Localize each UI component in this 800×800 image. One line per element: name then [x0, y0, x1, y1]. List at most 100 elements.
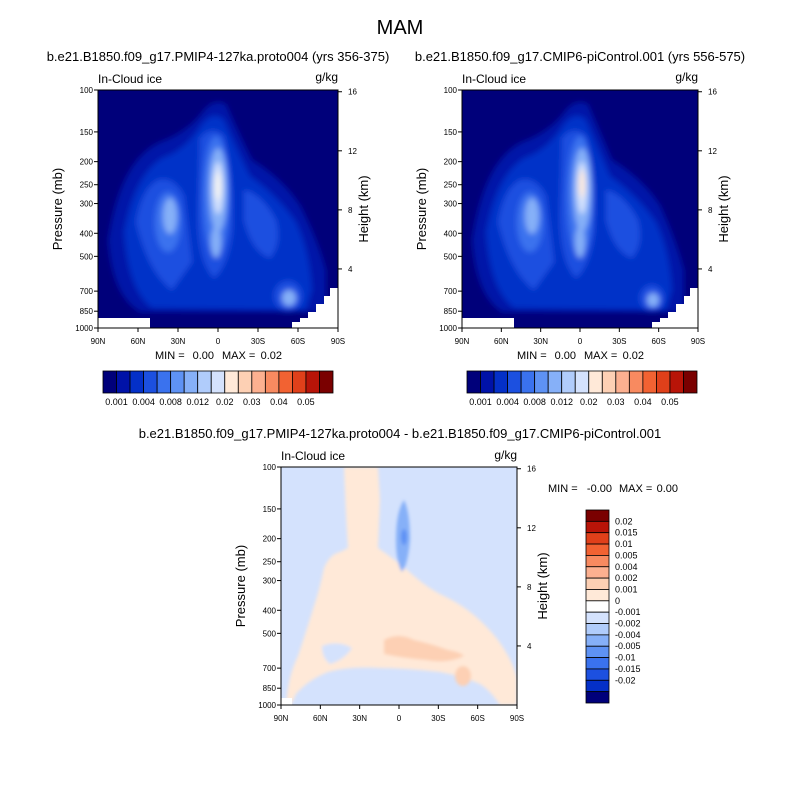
panel-diff-ylabel-right: Height (km) — [535, 552, 550, 619]
panel-right-xtick-label: 60S — [652, 337, 666, 346]
panel-diff-xtick-label: 90S — [510, 714, 524, 723]
panel-diff-colorbar-label: 0.02 — [615, 516, 633, 526]
panel-left-ytick-label: 200 — [80, 158, 94, 167]
panel-diff-colorbar-label: -0.002 — [615, 619, 641, 629]
panel-right-ytick-label: 150 — [444, 128, 458, 137]
panel-left-ytick-label: 700 — [80, 287, 94, 296]
panel-left-xtick-label: 90N — [91, 337, 106, 346]
panel-diff-axes: 100 150 200 250 300 400 500 700 850 1000 90N 60N 30N… — [233, 463, 550, 723]
panel-right-ytick-label: 250 — [444, 181, 458, 190]
panel-left-xtick-label: 30S — [251, 337, 265, 346]
panel-diff-colorbar-label: 0.015 — [615, 528, 638, 538]
surface-mask-right — [462, 288, 698, 328]
panel-diff-colorbar-box — [585, 532, 610, 545]
panel-right-colorbar-box — [656, 370, 671, 394]
panel-diff-xtick-label: 30S — [431, 714, 445, 723]
panel-diff-colorbar-label: 0.001 — [615, 584, 638, 594]
panel-diff-contours — [281, 467, 517, 705]
contour-level-6b — [215, 172, 221, 200]
contour-level-7 — [575, 226, 585, 258]
panel-diff-min-label: MIN = — [548, 483, 578, 495]
panel-left-title: b.e21.B1850.f09_g17.PMIP4-127ka.proto004… — [47, 49, 390, 64]
panel-diff-colorbar-label: -0.004 — [615, 630, 641, 640]
panel-left-colorbar-label: 0.04 — [270, 397, 288, 407]
panel-right-colorbar-box — [574, 370, 590, 394]
panel-right-min-value: 0.00 — [555, 350, 576, 362]
panel-diff-ytick-label: 850 — [263, 684, 277, 693]
panel-left-xtick-label: 0 — [216, 337, 221, 346]
panel-diff-colorbar-box — [585, 555, 610, 568]
panel-diff-ytick-label: 1000 — [258, 701, 276, 710]
panel-left-colorbar-box — [224, 370, 239, 394]
panel-right-max-value: 0.02 — [623, 350, 644, 362]
panel-right-colorbar-box — [615, 370, 630, 394]
panel-diff-colorbar-box — [585, 520, 610, 534]
panel-right-colorbar-box — [601, 370, 617, 394]
panel-left-xtick-label: 60N — [131, 337, 146, 346]
contour-level-3c — [606, 190, 640, 258]
panel-right-colorbar-label: 0.02 — [580, 397, 598, 407]
panel-right-ytick-label: 500 — [444, 252, 458, 261]
panel-diff-left-string: In-Cloud ice — [281, 449, 345, 463]
panel-diff-ytick-label: 300 — [263, 577, 277, 586]
panel-right-xtick-label: 90N — [455, 337, 470, 346]
panel-left-min-value: 0.00 — [193, 350, 214, 362]
panel-left-ytick-right-label: 16 — [348, 88, 357, 97]
panel-diff-colorbar-label: 0.002 — [615, 573, 638, 583]
panel-diff-colorbar-box — [585, 691, 610, 704]
panel-diff-xtick-label: 30N — [352, 714, 367, 723]
panel-left-ytick-label: 250 — [80, 181, 94, 190]
panel-left-colorbar-box — [264, 370, 280, 394]
panel-left-colorbar-box — [210, 370, 226, 394]
main-title: MAM — [377, 17, 424, 39]
panel-left-colorbar-box — [129, 370, 144, 394]
panel-left-ytick-label: 300 — [80, 200, 94, 209]
panel-diff-units: g/kg — [494, 448, 517, 462]
panel-left-ytick-right-label: 4 — [348, 265, 353, 274]
diff-negative-core — [401, 529, 407, 545]
panel-right-colorbar-label: 0.008 — [523, 397, 546, 407]
panel-diff-ytick-label: 100 — [263, 463, 277, 472]
panel-right-colorbar-box — [520, 370, 536, 394]
panel-diff-colorbar-label: -0.015 — [615, 664, 641, 674]
panel-diff-colorbar-box — [585, 645, 610, 658]
panel-right-colorbar-box — [642, 370, 657, 394]
panel-left-xtick-label: 90S — [331, 337, 345, 346]
panel-right-colorbar-label: 0.03 — [607, 397, 625, 407]
panel-right-xtick-label: 0 — [578, 337, 583, 346]
panel-left-ytick-label: 150 — [80, 128, 94, 137]
panel-right-ytick-label: 100 — [444, 86, 458, 95]
panel-diff-ytick-right-label: 12 — [527, 524, 536, 533]
panel-left-max-label: MAX = — [222, 350, 255, 362]
panel-diff-ytick-label: 700 — [263, 664, 277, 673]
panel-left-max-value: 0.02 — [261, 350, 282, 362]
panel-diff-colorbar-label: 0.004 — [615, 562, 638, 572]
panel-diff-xtick-label: 90N — [274, 714, 289, 723]
panel-left-min-label: MIN = — [155, 350, 185, 362]
panel-right-colorbar-box — [669, 370, 684, 394]
panel-right-ytick-right-label: 12 — [708, 147, 717, 156]
panel-diff-ylabel: Pressure (mb) — [233, 545, 248, 627]
contour-level-8b — [282, 290, 296, 306]
panel-right-colorbar-box — [588, 370, 603, 394]
panel-left-colorbar-box — [278, 370, 293, 394]
panel-right-colorbar-box — [683, 370, 698, 394]
panel-left-colorbar-box — [170, 370, 185, 394]
panel-left-contours — [98, 90, 338, 328]
panel-diff-colorbar-box — [585, 600, 610, 613]
panel-diff-colorbar-box — [585, 577, 610, 590]
panel-left-ytick-label: 100 — [80, 86, 94, 95]
panel-diff-colorbar-box — [585, 634, 610, 647]
panel-difference: b.e21.B1850.f09_g17.PMIP4-127ka.proto004… — [139, 426, 678, 723]
panel-diff-colorbar-label: 0.01 — [615, 539, 633, 549]
panel-left-colorbar-label: 0.012 — [186, 397, 209, 407]
panel-diff-ytick-right-label: 8 — [527, 583, 532, 592]
panel-diff-colorbar-label: -0.02 — [615, 675, 636, 685]
panel-diff-colorbar-label: -0.01 — [615, 653, 636, 663]
panel-left-colorbar: 0.001 0.004 0.008 0.012 0.02 0.03 0.04 0.05 — [102, 370, 334, 407]
panel-left-colorbar-label: 0.001 — [105, 397, 128, 407]
panel-left-axes: 100 150 200 250 300 400 500 700 850 1000 90N 60N 30N… — [50, 86, 371, 346]
panel-right-ytick-label: 700 — [444, 287, 458, 296]
